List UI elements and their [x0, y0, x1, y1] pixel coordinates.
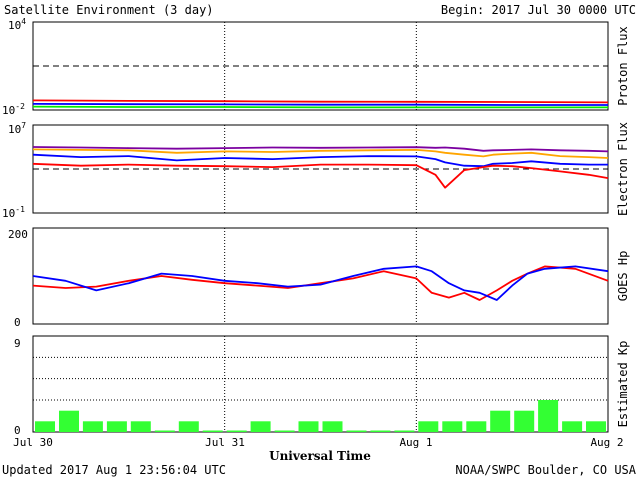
xtick-jul31: Jul 31 [205, 436, 245, 449]
kp-bar [418, 421, 439, 432]
kp-bar [59, 410, 79, 432]
credit-text: NOAA/SWPC Boulder, CO USA [455, 463, 636, 477]
series-red [32, 265, 609, 301]
kp-bar [250, 421, 271, 432]
kp-ylabel: Estimated Kp [616, 341, 630, 428]
proton-flux-series [32, 65, 609, 109]
kp-bar [370, 430, 391, 432]
kp-bar [226, 430, 247, 432]
kp-bars [33, 356, 608, 432]
series-purple [32, 146, 609, 153]
proton-ytick-top: 104 [8, 17, 26, 32]
day-gridlines [224, 22, 417, 432]
updated-timestamp: Updated 2017 Aug 1 23:56:04 UTC [2, 463, 226, 477]
chart-title: Satellite Environment (3 day) [4, 3, 214, 17]
kp-panel-frame [32, 335, 609, 433]
hp-ytick-bottom: 0 [14, 316, 21, 329]
kp-bar [466, 421, 487, 432]
kp-bar [394, 430, 415, 432]
kp-ytick-top: 9 [14, 337, 21, 350]
kp-bar [562, 421, 583, 432]
hp-ytick-top: 200 [8, 228, 28, 241]
series-red [32, 162, 609, 189]
series-red [32, 99, 609, 104]
kp-bar [202, 430, 223, 432]
kp-bar [346, 430, 367, 432]
kp-bar [106, 421, 127, 432]
kp-bar [82, 421, 103, 432]
goes-hp-series [32, 265, 609, 301]
kp-bar [322, 421, 343, 432]
kp-bar [298, 421, 319, 432]
series-blue [32, 153, 608, 168]
series-blue [32, 103, 608, 106]
kp-bar [586, 421, 606, 432]
kp-bar [490, 410, 511, 432]
proton-ylabel: Proton Flux [616, 26, 630, 105]
x-axis-label: Universal Time [269, 449, 371, 463]
kp-bar [514, 410, 535, 432]
kp-bar [130, 421, 151, 432]
electron-ytick-bottom: 10-1 [2, 205, 25, 220]
kp-bar [538, 400, 559, 432]
begin-date: Begin: 2017 Jul 30 0000 UTC [441, 3, 636, 17]
hp-ylabel: GOES Hp [616, 251, 630, 302]
xtick-aug1: Aug 1 [399, 436, 432, 449]
electron-flux-series [32, 146, 609, 189]
kp-bar [442, 421, 463, 432]
kp-bar [154, 430, 175, 432]
series-orange [32, 148, 609, 159]
proton-panel-frame [32, 21, 609, 111]
kp-bar [274, 430, 295, 432]
xtick-jul30: Jul 30 [13, 436, 53, 449]
series-green [32, 105, 608, 109]
proton-ytick-bottom: 10-2 [2, 102, 25, 117]
electron-ylabel: Electron Flux [616, 122, 630, 216]
kp-bar [178, 421, 199, 432]
xtick-aug2: Aug 2 [590, 436, 623, 449]
series-blue [32, 265, 609, 301]
electron-ytick-top: 107 [8, 121, 26, 136]
kp-bar [35, 421, 55, 432]
kp-ytick-bottom: 0 [14, 424, 21, 437]
electron-panel-frame [32, 124, 609, 214]
